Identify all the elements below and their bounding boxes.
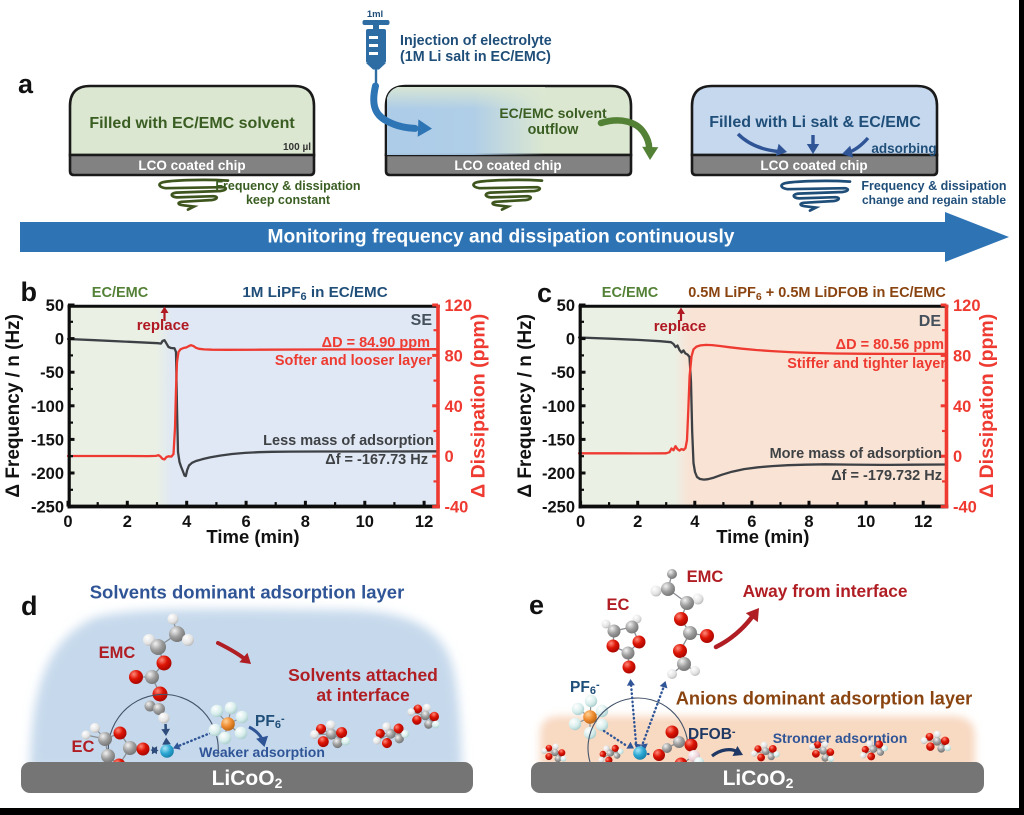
svg-text:Stronger adsorption: Stronger adsorption xyxy=(773,730,908,746)
svg-text:Less mass of adsorption: Less mass of adsorption xyxy=(263,433,434,449)
svg-text:DE: DE xyxy=(919,313,942,330)
svg-text:0: 0 xyxy=(63,513,72,531)
svg-text:EMC: EMC xyxy=(99,644,136,662)
svg-text:12: 12 xyxy=(415,513,433,531)
svg-text:80: 80 xyxy=(445,347,463,365)
svg-text:-50: -50 xyxy=(551,364,575,382)
svg-text:PF6-: PF6- xyxy=(255,713,285,731)
svg-text:120: 120 xyxy=(445,297,473,315)
svg-text:EC: EC xyxy=(607,596,630,614)
svg-text:80: 80 xyxy=(953,347,971,365)
svg-text:b: b xyxy=(21,277,38,307)
svg-text:outflow: outflow xyxy=(528,122,580,138)
svg-text:Solvents dominant adsorption l: Solvents dominant adsorption layer xyxy=(90,582,405,603)
svg-text:EC: EC xyxy=(72,738,95,756)
svg-text:More mass of adsorption: More mass of adsorption xyxy=(770,446,942,462)
svg-text:ΔD = 84.90 ppm: ΔD = 84.90 ppm xyxy=(322,335,430,351)
svg-text:120: 120 xyxy=(953,297,981,315)
svg-text:-250: -250 xyxy=(31,499,64,517)
svg-text:Time (min): Time (min) xyxy=(206,526,299,547)
svg-text:Frequency & dissipation: Frequency & dissipation xyxy=(215,179,360,193)
svg-text:-40: -40 xyxy=(445,499,469,517)
svg-text:2: 2 xyxy=(633,513,642,531)
svg-text:-150: -150 xyxy=(542,431,575,449)
svg-text:SE: SE xyxy=(411,312,433,329)
svg-text:Δ Dissipation (ppm): Δ Dissipation (ppm) xyxy=(976,314,998,498)
svg-text:Δf = -179.732 Hz: Δf = -179.732 Hz xyxy=(831,468,942,484)
svg-text:-250: -250 xyxy=(542,499,575,517)
svg-text:LiCoO2: LiCoO2 xyxy=(723,767,794,791)
svg-text:Filled with EC/EMC solvent: Filled with EC/EMC solvent xyxy=(89,115,295,132)
svg-text:6: 6 xyxy=(747,513,756,531)
svg-text:1M LiPF6 in EC/EMC: 1M LiPF6 in EC/EMC xyxy=(242,284,387,303)
svg-text:Weaker adsorption: Weaker adsorption xyxy=(199,744,325,760)
svg-text:4: 4 xyxy=(690,513,700,531)
svg-text:-100: -100 xyxy=(31,398,64,416)
svg-text:replace: replace xyxy=(137,317,190,334)
svg-text:EMC: EMC xyxy=(687,568,724,586)
svg-text:-200: -200 xyxy=(31,465,64,483)
svg-text:Δ Frequency / n (Hz): Δ Frequency / n (Hz) xyxy=(3,314,24,498)
svg-text:replace: replace xyxy=(654,318,707,335)
svg-text:Solvents attached: Solvents attached xyxy=(288,665,438,685)
svg-text:Time (min): Time (min) xyxy=(716,526,809,547)
svg-text:40: 40 xyxy=(445,398,463,416)
svg-text:6: 6 xyxy=(242,513,251,531)
svg-text:0: 0 xyxy=(576,513,585,531)
svg-text:keep constant: keep constant xyxy=(246,193,331,207)
svg-text:Δ Frequency / n (Hz): Δ Frequency / n (Hz) xyxy=(515,314,536,498)
svg-text:d: d xyxy=(21,591,38,621)
svg-text:-50: -50 xyxy=(40,364,64,382)
svg-text:at interface: at interface xyxy=(316,685,410,705)
svg-text:PF6-: PF6- xyxy=(570,679,600,697)
svg-text:e: e xyxy=(529,590,544,620)
svg-text:LCO coated chip: LCO coated chip xyxy=(454,158,561,173)
svg-text:-100: -100 xyxy=(542,398,575,416)
svg-text:Injection of electrolyte: Injection of electrolyte xyxy=(400,33,552,49)
svg-text:40: 40 xyxy=(953,398,971,416)
svg-text:-40: -40 xyxy=(953,499,977,517)
svg-text:-150: -150 xyxy=(31,431,64,449)
svg-text:change and regain stable: change and regain stable xyxy=(862,193,1006,207)
svg-text:LCO coated chip: LCO coated chip xyxy=(138,158,245,173)
svg-text:50: 50 xyxy=(46,297,64,315)
svg-text:8: 8 xyxy=(804,513,813,531)
svg-text:0: 0 xyxy=(55,331,64,349)
svg-text:LCO coated chip: LCO coated chip xyxy=(760,158,867,173)
svg-text:Softer and looser layer: Softer and looser layer xyxy=(275,353,432,369)
svg-text:-200: -200 xyxy=(542,465,575,483)
svg-text:adsorbing: adsorbing xyxy=(871,141,936,156)
svg-text:0: 0 xyxy=(566,331,575,349)
svg-text:EC/EMC: EC/EMC xyxy=(602,285,659,301)
svg-text:Δf = -167.73 Hz: Δf = -167.73 Hz xyxy=(325,452,428,468)
svg-text:0: 0 xyxy=(445,448,454,466)
svg-text:Anions dominant adsorption lay: Anions dominant adsorption layer xyxy=(676,688,973,709)
svg-text:1ml: 1ml xyxy=(367,9,383,20)
svg-text:Monitoring frequency and dissi: Monitoring frequency and dissipation con… xyxy=(268,227,735,248)
svg-text:8: 8 xyxy=(301,513,310,531)
svg-text:a: a xyxy=(18,69,34,99)
svg-text:EC/EMC solvent: EC/EMC solvent xyxy=(499,105,607,121)
svg-text:Stiffer and tighter layer: Stiffer and tighter layer xyxy=(787,356,946,372)
svg-text:10: 10 xyxy=(356,513,374,531)
svg-text:LiCoO2: LiCoO2 xyxy=(212,767,283,791)
svg-text:(1M Li salt in EC/EMC): (1M Li salt in EC/EMC) xyxy=(400,49,551,65)
svg-text:100 µl: 100 µl xyxy=(283,142,311,153)
svg-text:c: c xyxy=(537,278,552,308)
svg-text:EC/EMC: EC/EMC xyxy=(92,285,149,301)
svg-text:4: 4 xyxy=(182,513,192,531)
svg-text:Filled with Li salt & EC/EMC: Filled with Li salt & EC/EMC xyxy=(709,114,921,131)
svg-text:ΔD = 80.56 ppm: ΔD = 80.56 ppm xyxy=(836,337,944,353)
svg-text:50: 50 xyxy=(557,297,575,315)
svg-text:Frequency & dissipation: Frequency & dissipation xyxy=(861,179,1006,193)
svg-text:0.5M LiPF6 + 0.5M LiDFOB in EC: 0.5M LiPF6 + 0.5M LiDFOB in EC/EMC xyxy=(688,285,946,303)
svg-text:10: 10 xyxy=(857,513,875,531)
svg-text:Away from interface: Away from interface xyxy=(743,581,908,601)
svg-text:Δ Dissipation (ppm): Δ Dissipation (ppm) xyxy=(468,314,490,498)
svg-text:12: 12 xyxy=(914,513,932,531)
svg-text:0: 0 xyxy=(953,448,962,466)
svg-text:2: 2 xyxy=(123,513,132,531)
svg-text:DFOB-: DFOB- xyxy=(688,726,736,743)
